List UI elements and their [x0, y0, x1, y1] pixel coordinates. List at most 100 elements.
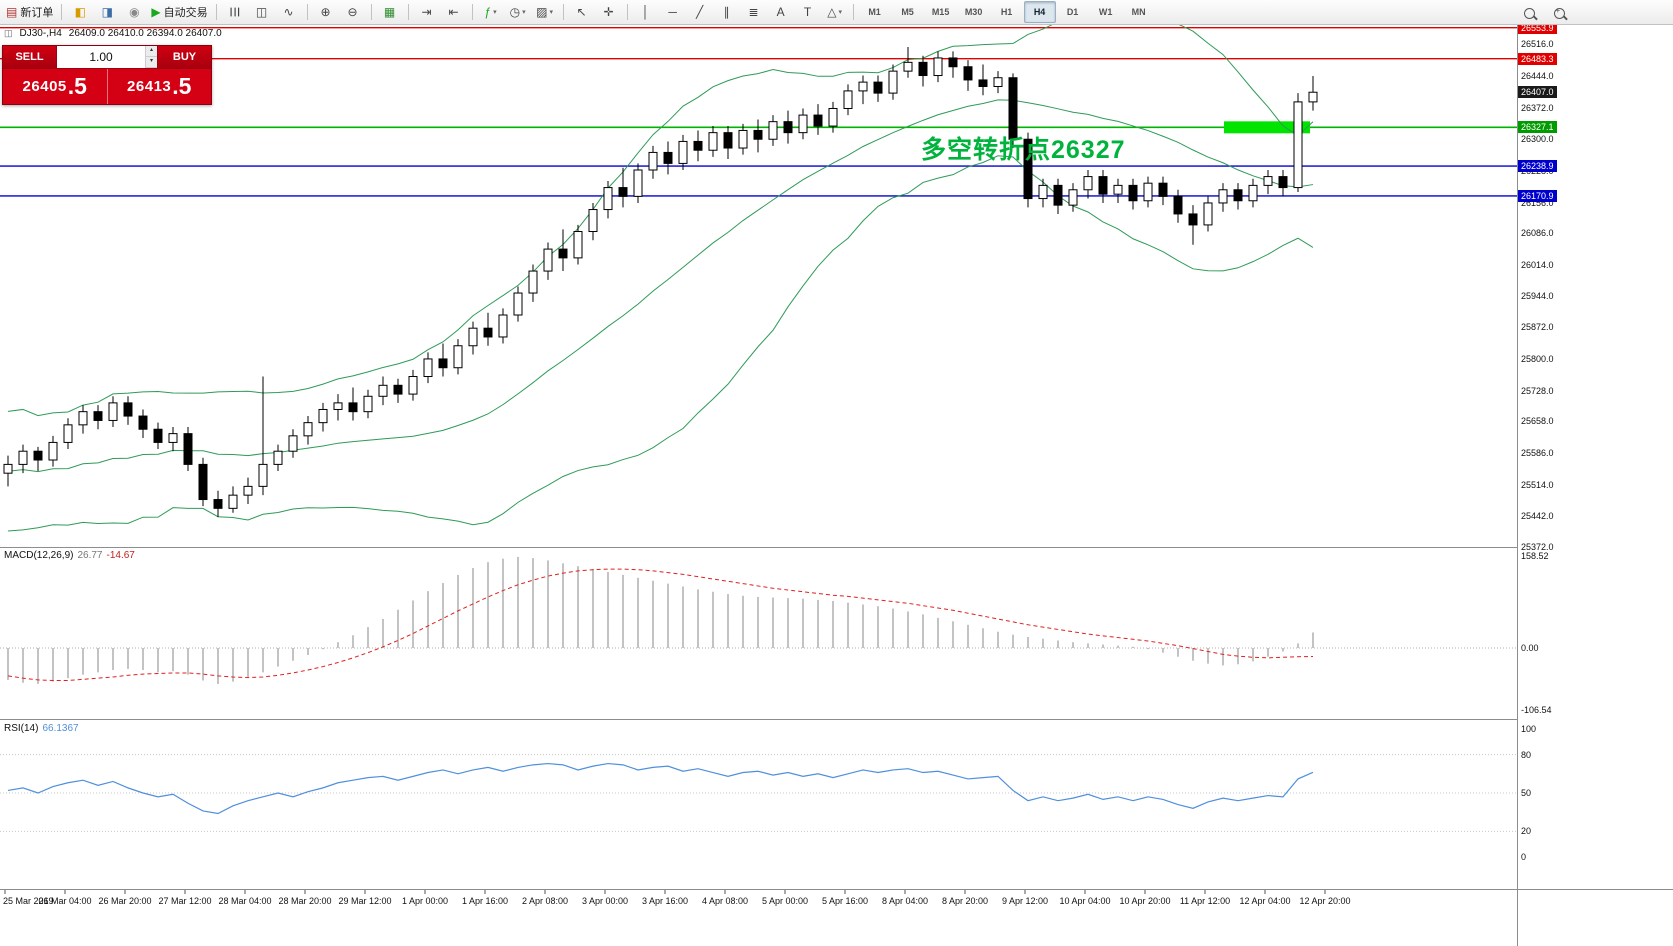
candle-body — [828, 107, 838, 127]
time-tick-label: 8 Apr 20:00 — [941, 896, 989, 906]
horizontal-line-icon[interactable]: ─ — [660, 1, 686, 23]
price-tick-label: 25872.0 — [1521, 322, 1554, 333]
candle-body — [588, 209, 598, 233]
macd-main-value: 26.77 — [77, 550, 103, 561]
macd-name: MACD(12,26,9) — [4, 550, 74, 561]
shapes-glyph: △ — [827, 5, 837, 19]
tile-windows-icon[interactable]: ▦ — [377, 1, 403, 23]
indicators-button[interactable]: ƒ ▾ — [478, 1, 504, 23]
candle-body — [753, 129, 763, 140]
market-watch-icon-glyph: ◧ — [74, 5, 87, 19]
candlestick-chart-icon-glyph: ◫ — [255, 5, 268, 19]
price-tick-label: 25800.0 — [1521, 353, 1554, 364]
candle-body — [1083, 176, 1093, 191]
fibonacci-icon[interactable]: ≣ — [741, 1, 767, 23]
timeframe-m30[interactable]: M30 — [964, 7, 983, 17]
timeframe-m5[interactable]: M5 — [901, 7, 914, 17]
volume-up-icon[interactable]: ▴ — [146, 46, 157, 57]
timeframe-h4[interactable]: H4 — [1023, 1, 1056, 23]
market-watch-icon[interactable]: ◧ — [67, 1, 93, 23]
templates-button[interactable]: ▨ ▾ — [532, 1, 558, 23]
price-tick-label: 25514.0 — [1521, 479, 1554, 490]
buy-price[interactable]: 26413 .5 — [108, 69, 212, 104]
rsi-line — [7, 762, 1314, 815]
auto-trading-button[interactable]: ▶ 自动交易 — [148, 1, 210, 23]
text-label-icon[interactable]: T — [795, 1, 821, 23]
auto-scroll-icon[interactable]: ⇥ — [414, 1, 440, 23]
candle-body — [303, 422, 313, 437]
new-order-button[interactable]: ▤ 新订单 — [3, 1, 56, 23]
pivot-annotation[interactable]: 多空转折点26327 — [921, 136, 1126, 164]
auto-scroll-icon-glyph: ⇥ — [421, 5, 432, 19]
timeframe-mn[interactable]: MN — [1131, 7, 1146, 17]
candle-body — [1023, 138, 1033, 200]
candle-body — [78, 411, 88, 426]
candle-body — [33, 450, 43, 461]
vertical-line-icon[interactable]: │ — [633, 1, 659, 23]
volume-down-icon[interactable]: ▾ — [146, 57, 157, 68]
candle-body — [1143, 182, 1153, 202]
buy-button[interactable]: BUY — [157, 46, 211, 68]
candle-body — [273, 450, 283, 465]
timeframe-h1[interactable]: H1 — [1000, 7, 1013, 17]
crosshair-icon-glyph: ✛ — [603, 5, 614, 19]
rsi-value: 66.1367 — [42, 723, 79, 734]
rsi-tick-label: 100 — [1521, 724, 1537, 734]
price-badge: 26238.9 — [1518, 160, 1557, 173]
price-tick-label: 26300.0 — [1521, 134, 1554, 145]
trade-panel-prices: 26405 .5 26413 .5 — [3, 69, 211, 104]
candlestick-chart-icon[interactable]: ◫ — [249, 1, 275, 23]
candle-body — [633, 169, 643, 197]
zoom-out-icon[interactable]: ⊖ — [340, 1, 366, 23]
timeframe-m15[interactable]: M15 — [931, 7, 950, 17]
toolbar-separator — [306, 4, 308, 20]
chart-shift-icon[interactable]: ⇤ — [441, 1, 467, 23]
bar-chart-icon[interactable]: ☰ — [222, 1, 248, 23]
price-tick-label: 25944.0 — [1521, 290, 1554, 301]
shapes-button[interactable]: △ ▾ — [822, 1, 848, 23]
channel-icon[interactable]: ∥ — [714, 1, 740, 23]
candle-body — [123, 402, 133, 417]
timeframe-w1[interactable]: W1 — [1098, 7, 1113, 17]
macd-signal-line — [7, 568, 1314, 681]
trade-panel-controls: SELL ▴ ▾ BUY — [3, 46, 211, 69]
candle-body — [948, 57, 958, 68]
candle-body — [213, 499, 223, 509]
text-icon[interactable]: A — [768, 1, 794, 23]
one-click-trading-panel: SELL ▴ ▾ BUY 26405 .5 26413 .5 — [2, 45, 212, 105]
candle-body — [453, 345, 463, 369]
time-tick-label: 27 Mar 12:00 — [158, 896, 212, 906]
pivot-highlight-bar[interactable] — [1224, 121, 1310, 134]
sell-price-main: 26405 — [22, 78, 67, 95]
candle-body — [843, 90, 853, 109]
time-tick-label: 10 Apr 20:00 — [1119, 896, 1171, 906]
channel-icon-glyph: ∥ — [723, 5, 730, 19]
timeframe-m1[interactable]: M1 — [868, 7, 881, 17]
price-tick-label: 26156.0 — [1521, 197, 1554, 208]
line-chart-icon[interactable]: ∿ — [276, 1, 302, 23]
strategy-tester-icon[interactable]: ◉ — [121, 1, 147, 23]
candle-body — [138, 415, 148, 430]
candle-body — [1293, 101, 1303, 189]
timeframe-d1[interactable]: D1 — [1066, 7, 1079, 17]
macd-tick-label: -106.54 — [1521, 704, 1552, 715]
data-window-icon[interactable]: ◨ — [94, 1, 120, 23]
candle-body — [1128, 184, 1138, 202]
trendline-icon[interactable]: ╱ — [687, 1, 713, 23]
cursor-icon[interactable]: ↖ — [569, 1, 595, 23]
auto-trading-button-label: 自动交易 — [163, 7, 208, 19]
zoom-in-icon[interactable]: ⊕ — [313, 1, 339, 23]
periods-button[interactable]: ◷ ▾ — [505, 1, 531, 23]
crosshair-icon[interactable]: ✛ — [596, 1, 622, 23]
quick-search-icon[interactable] — [1546, 2, 1572, 24]
volume-input[interactable] — [57, 46, 146, 68]
trendline-icon-glyph: ╱ — [695, 5, 704, 19]
candle-body — [888, 70, 898, 94]
bar-chart-icon-glyph: ☰ — [227, 6, 242, 18]
sell-button[interactable]: SELL — [3, 46, 57, 68]
sell-price[interactable]: 26405 .5 — [3, 69, 108, 104]
search-icon[interactable] — [1516, 2, 1542, 24]
toolbar-separator — [562, 4, 564, 20]
